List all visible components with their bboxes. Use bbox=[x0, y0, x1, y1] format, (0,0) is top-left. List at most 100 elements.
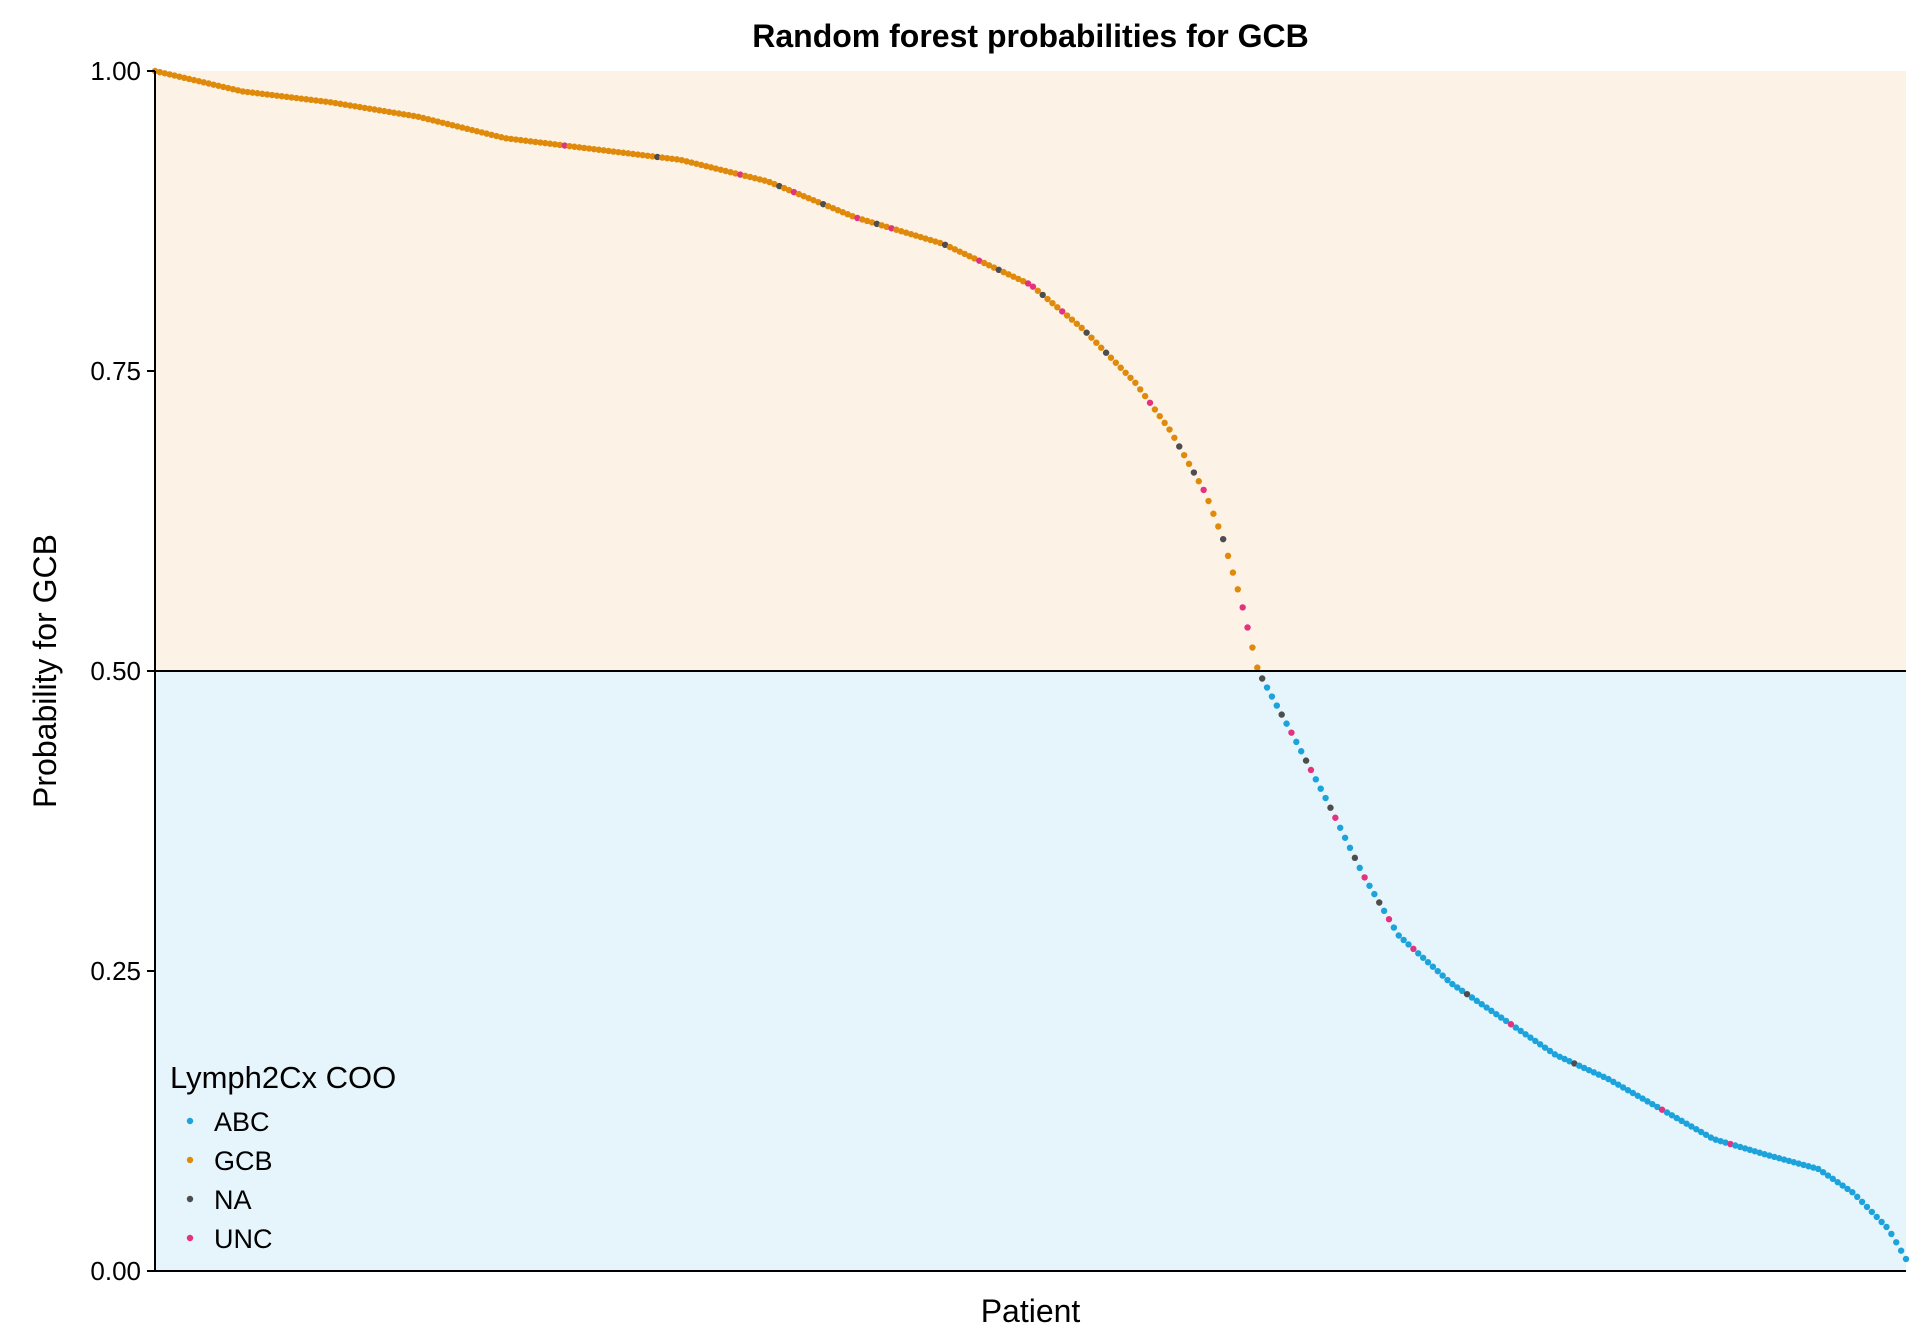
data-point-gcb bbox=[346, 102, 354, 109]
data-point-abc bbox=[1615, 1081, 1622, 1088]
data-point-na bbox=[1463, 990, 1471, 998]
data-point-abc bbox=[1717, 1137, 1724, 1145]
data-point-na bbox=[1302, 757, 1310, 764]
data-point-abc bbox=[1366, 882, 1373, 889]
data-point-abc bbox=[1707, 1134, 1715, 1141]
data-point-gcb bbox=[683, 158, 690, 165]
data-point-gcb bbox=[1093, 339, 1100, 346]
data-point-gcb bbox=[337, 100, 344, 108]
data-point-gcb bbox=[220, 83, 227, 91]
data-point-abc bbox=[1678, 1117, 1685, 1125]
data-point-gcb bbox=[883, 223, 890, 231]
data-point-gcb bbox=[390, 109, 398, 116]
data-point-gcb bbox=[454, 123, 461, 130]
data-point-abc bbox=[1756, 1149, 1763, 1156]
data-point-abc bbox=[1317, 785, 1324, 792]
data-point-gcb bbox=[361, 104, 368, 112]
data-point-unc bbox=[854, 214, 861, 222]
data-point-gcb bbox=[624, 150, 632, 157]
data-point-na bbox=[1176, 443, 1183, 450]
data-point-abc bbox=[1654, 1103, 1661, 1111]
data-point-gcb bbox=[381, 107, 388, 115]
data-point-gcb bbox=[424, 115, 432, 123]
data-point-gcb bbox=[322, 98, 329, 105]
data-point-gcb bbox=[698, 161, 705, 169]
data-point-na bbox=[776, 182, 783, 190]
data-point-gcb bbox=[434, 118, 442, 125]
data-point-gcb bbox=[259, 90, 266, 98]
data-point-abc bbox=[1263, 684, 1271, 691]
data-point-abc bbox=[1561, 1055, 1568, 1063]
data-point-abc bbox=[1566, 1058, 1573, 1065]
data-point-unc bbox=[976, 257, 983, 264]
data-point-gcb bbox=[741, 172, 749, 180]
data-point-gcb bbox=[229, 85, 237, 93]
data-point-gcb bbox=[298, 95, 305, 102]
data-point-abc bbox=[1580, 1064, 1588, 1072]
data-point-abc bbox=[1405, 941, 1412, 948]
data-point-gcb bbox=[195, 78, 203, 85]
data-point-unc bbox=[1361, 874, 1368, 881]
data-point-abc bbox=[1736, 1143, 1744, 1151]
data-point-abc bbox=[1888, 1230, 1895, 1238]
data-point-gcb bbox=[1166, 426, 1173, 433]
data-point-gcb bbox=[537, 139, 544, 146]
legend-key-unc bbox=[186, 1234, 194, 1242]
data-point-abc bbox=[1546, 1047, 1554, 1055]
data-point-unc bbox=[888, 225, 895, 232]
data-point-abc bbox=[1795, 1160, 1802, 1167]
data-point-abc bbox=[1522, 1031, 1529, 1038]
data-point-abc bbox=[1839, 1182, 1846, 1189]
data-point-gcb bbox=[327, 99, 334, 106]
data-point-gcb bbox=[893, 226, 900, 233]
data-point-gcb bbox=[556, 141, 564, 149]
data-point-na bbox=[1102, 349, 1110, 356]
data-point-gcb bbox=[966, 252, 973, 260]
data-point-abc bbox=[1873, 1213, 1880, 1221]
data-point-gcb bbox=[517, 136, 525, 144]
data-point-gcb bbox=[722, 167, 729, 175]
data-point-na bbox=[1571, 1060, 1578, 1067]
x-axis-label: Patient bbox=[981, 1293, 1081, 1329]
data-point-unc bbox=[1727, 1140, 1734, 1148]
data-point-gcb bbox=[849, 212, 856, 220]
data-point-abc bbox=[1517, 1027, 1524, 1035]
abc-region-background bbox=[155, 671, 1906, 1271]
data-point-gcb bbox=[449, 122, 456, 129]
data-point-gcb bbox=[693, 160, 700, 167]
data-point-gcb bbox=[1044, 295, 1051, 303]
data-point-abc bbox=[1639, 1095, 1646, 1102]
data-point-abc bbox=[1761, 1150, 1768, 1158]
data-point-gcb bbox=[263, 91, 271, 98]
data-point-unc bbox=[1288, 729, 1295, 736]
data-point-abc bbox=[1536, 1041, 1544, 1048]
data-point-na bbox=[1190, 469, 1198, 476]
data-point-gcb bbox=[605, 147, 612, 155]
data-point-gcb bbox=[351, 103, 359, 110]
data-point-gcb bbox=[1156, 412, 1163, 420]
data-point-gcb bbox=[785, 186, 793, 194]
data-point-gcb bbox=[663, 154, 671, 162]
data-point-gcb bbox=[746, 173, 754, 181]
data-point-gcb bbox=[254, 90, 261, 97]
data-point-gcb bbox=[1107, 354, 1115, 361]
data-point-gcb bbox=[385, 108, 393, 116]
data-point-gcb bbox=[459, 124, 466, 131]
data-point-gcb bbox=[234, 87, 242, 94]
y-axis-label: Probability for GCB bbox=[27, 534, 63, 808]
y-tick-label: 0.50 bbox=[90, 656, 141, 686]
data-point-gcb bbox=[932, 238, 939, 245]
data-point-gcb bbox=[249, 89, 256, 96]
data-point-abc bbox=[1619, 1084, 1627, 1091]
data-point-abc bbox=[1590, 1069, 1598, 1076]
data-point-abc bbox=[1751, 1148, 1758, 1155]
data-point-gcb bbox=[502, 135, 510, 142]
data-point-abc bbox=[1746, 1146, 1754, 1154]
data-point-gcb bbox=[1049, 299, 1056, 307]
data-point-abc bbox=[1775, 1155, 1783, 1162]
legend-key-abc bbox=[186, 1117, 194, 1125]
data-point-abc bbox=[1668, 1112, 1676, 1119]
data-point-gcb bbox=[1063, 312, 1071, 319]
data-point-gcb bbox=[400, 111, 407, 118]
data-point-gcb bbox=[600, 147, 607, 154]
